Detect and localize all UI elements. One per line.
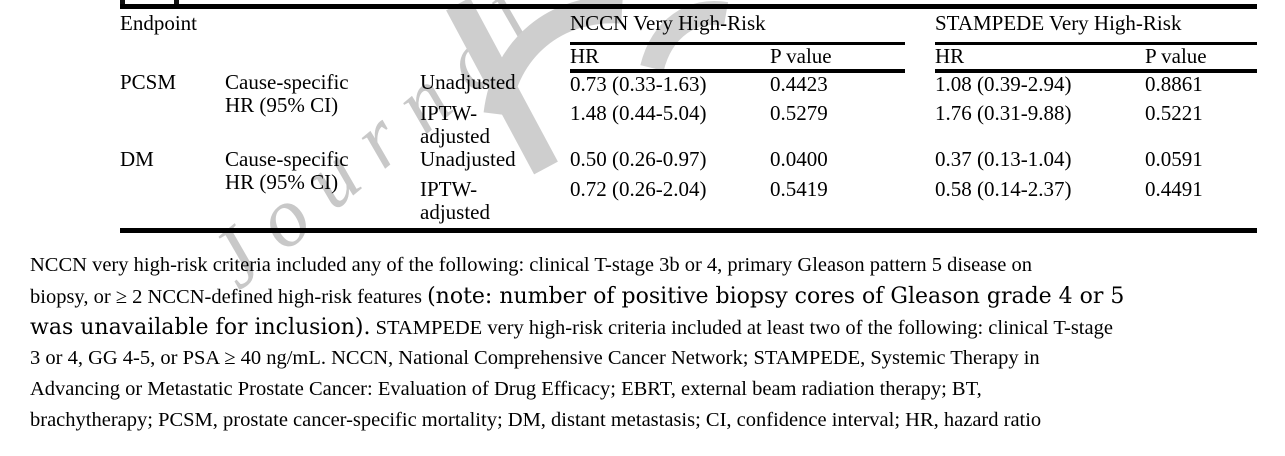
group-header-stampede: STAMPEDE Very High-Risk	[935, 12, 1258, 45]
footnote-text: brachytherapy; PCSM, prostate cancer-spe…	[30, 409, 1042, 431]
endpoint-label-dm: DM	[120, 147, 154, 171]
footnote-text: NCCN very high-risk criteria included an…	[30, 254, 1032, 276]
footnote-note-text: (note: number of positive biopsy cores o…	[427, 284, 1125, 309]
adjustment-label: IPTW- adjusted	[420, 101, 490, 148]
footnote-note-text: was unavailable for inclusion).	[30, 315, 371, 340]
footnote-line: 3 or 4, GG 4-5, or PSA ≥ 40 ng/mL. NCCN,…	[30, 343, 1124, 374]
adjustment-label: IPTW- adjusted	[420, 177, 490, 224]
stampede-hr-value: 1.76 (0.31-9.88)	[935, 101, 1072, 125]
nccn-hr-value: 1.48 (0.44-5.04)	[570, 101, 707, 125]
nccn-hr-value: 0.73 (0.33-1.63)	[570, 72, 707, 96]
group-header-nccn: NCCN Very High-Risk	[570, 12, 905, 45]
adjustment-label: Unadjusted	[420, 70, 516, 94]
cropped-caption-descender	[120, 0, 125, 6]
footnote-line: was unavailable for inclusion). STAMPEDE…	[30, 312, 1124, 343]
footnote-line: NCCN very high-risk criteria included an…	[30, 250, 1124, 281]
column-gap	[905, 71, 935, 102]
column-gap	[905, 12, 935, 43]
stampede-hr-value: 1.08 (0.39-2.94)	[935, 72, 1072, 96]
col-header-nccn-hr: HR	[570, 43, 770, 73]
stampede-p-value: 0.0591	[1145, 147, 1203, 171]
table-top-rule	[120, 4, 1257, 9]
hazard-ratio-table: Endpoint NCCN Very High-Risk STAMPEDE Ve…	[120, 11, 1258, 224]
footnote-line: Advancing or Metastatic Prostate Cancer:…	[30, 374, 1124, 405]
column-gap	[905, 43, 935, 71]
empty-cell	[225, 43, 420, 71]
col-header-stampede-pvalue: P value	[1145, 43, 1258, 73]
measure-label: Cause-specific HR (95% CI)	[225, 70, 349, 117]
stampede-hr-value: 0.37 (0.13-1.04)	[935, 147, 1072, 171]
nccn-p-value: 0.4423	[770, 72, 828, 96]
col-header-stampede-hr: HR	[935, 43, 1145, 73]
measure-label: Cause-specific HR (95% CI)	[225, 147, 349, 194]
nccn-p-value: 0.5279	[770, 101, 828, 125]
table-bottom-rule	[120, 228, 1257, 233]
col-header-nccn-pvalue: P value	[770, 43, 905, 73]
footnote: NCCN very high-risk criteria included an…	[30, 250, 1124, 436]
stampede-p-value: 0.8861	[1145, 72, 1203, 96]
stampede-p-value: 0.5221	[1145, 101, 1203, 125]
adjustment-label: Unadjusted	[420, 147, 516, 171]
footnote-line: biopsy, or ≥ 2 NCCN-defined high-risk fe…	[30, 281, 1124, 312]
footnote-text: biopsy, or ≥ 2 NCCN-defined high-risk fe…	[30, 286, 428, 308]
column-gap	[905, 178, 935, 224]
column-gap	[905, 102, 935, 148]
empty-cell	[225, 12, 570, 43]
col-header-endpoint: Endpoint	[120, 11, 197, 35]
nccn-hr-value: 0.50 (0.26-0.97)	[570, 147, 707, 171]
footnote-text: Advancing or Metastatic Prostate Cancer:…	[30, 378, 982, 400]
endpoint-label-pcsm: PCSM	[120, 70, 177, 94]
cropped-caption-descender	[174, 0, 179, 6]
column-gap	[905, 148, 935, 178]
stampede-p-value: 0.4491	[1145, 177, 1203, 201]
stampede-hr-value: 0.58 (0.14-2.37)	[935, 177, 1072, 201]
empty-cell	[420, 43, 570, 71]
footnote-text: 3 or 4, GG 4-5, or PSA ≥ 40 ng/mL. NCCN,…	[30, 347, 1040, 369]
nccn-p-value: 0.0400	[770, 147, 828, 171]
footnote-text: STAMPEDE very high-risk criteria include…	[370, 317, 1113, 339]
nccn-hr-value: 0.72 (0.26-2.04)	[570, 177, 707, 201]
nccn-p-value: 0.5419	[770, 177, 828, 201]
footnote-line: brachytherapy; PCSM, prostate cancer-spe…	[30, 405, 1124, 436]
